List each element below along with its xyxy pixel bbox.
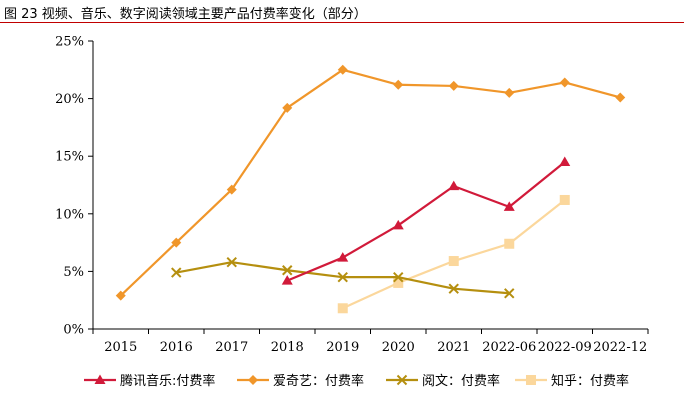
series-line <box>119 68 621 297</box>
y-tick-label: 0% <box>63 323 84 338</box>
legend-marker <box>526 375 536 385</box>
legend-label: 阅文：付费率 <box>422 373 500 389</box>
legend-marker <box>248 375 258 385</box>
data-point <box>393 271 404 283</box>
series-square <box>337 194 570 314</box>
x-tick-label: 2017 <box>215 340 248 355</box>
series-x <box>171 256 515 299</box>
x-tick-label: 2021 <box>437 340 470 355</box>
x-tick-label: 2022-06 <box>482 340 536 355</box>
data-point <box>226 256 237 268</box>
data-point <box>171 237 182 248</box>
legend-item: 腾讯音乐:付费率 <box>84 373 215 389</box>
legend-item: 知乎：付费率 <box>515 373 629 389</box>
data-point <box>337 303 348 314</box>
data-point <box>281 275 293 285</box>
x-marker-stroke <box>226 256 237 268</box>
series-triangle <box>281 156 571 285</box>
chart-axes: 0% 5% 10% 15% 20% 25% 2015 2016 2017 2018 2019 2020… <box>55 35 649 355</box>
x-tick-label: 2020 <box>382 340 415 355</box>
data-point <box>393 277 404 288</box>
x-marker-stroke <box>393 271 404 283</box>
x-marker-stroke <box>448 283 459 294</box>
data-point <box>226 184 237 195</box>
x-tick-label: 2015 <box>104 340 137 355</box>
y-tick-label: 5% <box>63 265 84 280</box>
data-point <box>559 194 570 205</box>
data-point <box>448 256 459 267</box>
legend-marker <box>396 374 408 386</box>
legend-item: 爱奇艺：付费率 <box>237 373 364 389</box>
data-point <box>559 77 570 88</box>
data-point <box>115 290 126 301</box>
data-point <box>337 252 349 262</box>
data-point <box>282 102 293 113</box>
data-point <box>282 265 293 276</box>
y-tick-label: 25% <box>55 35 84 50</box>
x-marker-stroke <box>337 271 348 283</box>
series-line <box>342 199 566 310</box>
chart-legend: 腾讯音乐:付费率 爱奇艺：付费率 阅文：付费率 知乎：付费率 <box>84 373 629 389</box>
data-point <box>503 201 515 211</box>
data-point <box>615 92 626 103</box>
data-point <box>171 267 182 278</box>
x-marker-stroke <box>504 288 515 299</box>
chart-series <box>115 64 626 314</box>
data-point <box>448 180 460 191</box>
data-point <box>559 156 571 166</box>
x-tick-label: 2022-09 <box>538 340 592 355</box>
title-rule <box>0 22 684 23</box>
legend-item: 阅文：付费率 <box>386 373 500 389</box>
x-tick-label: 2019 <box>326 340 359 355</box>
legend-label: 爱奇艺：付费率 <box>273 373 364 389</box>
legend-marker <box>94 374 106 384</box>
data-point <box>393 79 404 90</box>
x-tick-label: 2022-12 <box>593 340 647 355</box>
x-marker-stroke <box>396 374 408 386</box>
data-point <box>337 64 348 75</box>
data-point <box>337 271 348 283</box>
data-point <box>504 288 515 299</box>
y-tick-label: 10% <box>55 207 84 222</box>
data-point <box>392 219 404 230</box>
legend-label: 腾讯音乐:付费率 <box>120 373 215 389</box>
figure-title: 图 23 视频、音乐、数字阅读领域主要产品付费率变化（部分） <box>4 7 367 22</box>
data-point <box>504 238 515 249</box>
series-diamond <box>115 64 626 301</box>
x-marker-stroke <box>282 265 293 276</box>
y-tick-label: 15% <box>55 150 84 165</box>
legend-label: 知乎：付费率 <box>551 373 629 389</box>
data-point <box>448 283 459 294</box>
x-tick-label: 2016 <box>160 340 193 355</box>
data-point <box>448 80 459 91</box>
series-line <box>286 161 566 282</box>
x-marker-stroke <box>171 267 182 278</box>
x-tick-label: 2018 <box>271 340 304 355</box>
y-tick-label: 20% <box>55 92 84 107</box>
data-point <box>504 87 515 98</box>
